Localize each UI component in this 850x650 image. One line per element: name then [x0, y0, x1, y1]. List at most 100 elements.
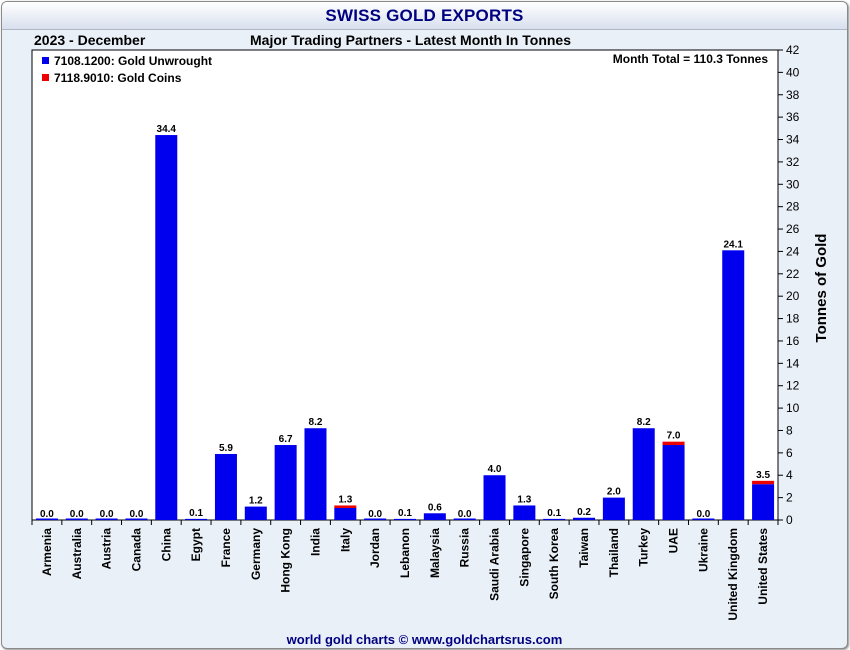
bar-unwrought-canada	[125, 518, 148, 520]
data-label: 0.6	[428, 502, 442, 513]
data-label: 0.0	[40, 509, 54, 520]
month-total-annotation: Month Total = 110.3 Tonnes	[613, 52, 769, 66]
bar-coins-united-states	[752, 480, 775, 485]
x-category-label: Armenia	[40, 528, 54, 576]
y-tick-label: 20	[786, 289, 800, 303]
y-tick-label: 30	[786, 177, 800, 191]
bars-group: 0.0 0.0 0.0 0.0 34.4 0.1 5.9 1.2 6.7 8.2 1.3 0.0 0.1…	[35, 124, 775, 521]
x-category-label: United Kingdom	[726, 528, 740, 621]
x-category-label: UAE	[667, 528, 681, 553]
x-category-label: Turkey	[637, 528, 651, 567]
period-label: 2023 - December	[34, 32, 146, 48]
y-tick-label: 42	[786, 43, 800, 57]
x-category-label: Russia	[458, 528, 472, 568]
x-category-label: United States	[756, 528, 770, 605]
y-tick-label: 8	[786, 423, 793, 437]
bar-unwrought-hong-kong	[274, 445, 297, 520]
y-tick-label: 14	[786, 356, 800, 370]
x-category-label: Canada	[129, 528, 143, 572]
y-tick-label: 28	[786, 200, 800, 214]
bar-unwrought-south-korea	[543, 518, 566, 520]
x-category-label: Ukraine	[696, 528, 710, 572]
data-label: 0.0	[696, 509, 710, 520]
bar-unwrought-united-states	[752, 484, 775, 520]
bar-unwrought-india	[304, 428, 327, 520]
bar-coins-italy	[334, 505, 357, 508]
y-tick-label: 40	[786, 65, 800, 79]
chart-title: SWISS GOLD EXPORTS	[325, 6, 524, 25]
bar-unwrought-china	[155, 135, 178, 521]
data-label: 0.0	[368, 509, 382, 520]
y-tick-label: 2	[786, 491, 793, 505]
data-label: 6.7	[279, 434, 293, 445]
chart-subtitle: Major Trading Partners - Latest Month In…	[250, 32, 571, 48]
x-category-label: South Korea	[547, 528, 561, 600]
y-tick-label: 34	[786, 133, 800, 147]
bar-unwrought-singapore	[513, 505, 536, 520]
data-label: 0.0	[458, 509, 472, 520]
x-category-label: Malaysia	[428, 528, 442, 578]
x-category-label: France	[219, 528, 233, 568]
data-label: 1.2	[249, 496, 263, 507]
y-axis-title: Tonnes of Gold	[813, 234, 830, 343]
y-tick-label: 26	[786, 222, 800, 236]
y-tick-label: 32	[786, 155, 800, 169]
data-label: 4.0	[488, 464, 502, 475]
y-tick-label: 38	[786, 88, 800, 102]
bar-unwrought-italy	[334, 507, 357, 520]
x-category-label: Saudi Arabia	[488, 528, 502, 601]
legend-label-unwrought: 7108.1200: Gold Unwrought	[54, 54, 212, 68]
title-bar: SWISS GOLD EXPORTS	[2, 2, 847, 30]
y-tick-label: 36	[786, 110, 800, 124]
bar-unwrought-ukraine	[692, 518, 715, 520]
data-label: 1.3	[517, 494, 531, 505]
bar-unwrought-austria	[95, 518, 118, 520]
x-category-label: Lebanon	[398, 528, 412, 578]
y-tick-label: 4	[786, 468, 793, 482]
data-label: 5.9	[219, 443, 233, 454]
bar-unwrought-egypt	[185, 518, 208, 520]
x-category-label: Austria	[100, 528, 114, 570]
x-category-label: Australia	[70, 528, 84, 580]
footer-credit: world gold charts © www.goldchartsrus.co…	[286, 632, 563, 647]
bar-coins-uae	[662, 441, 685, 446]
bar-unwrought-russia	[453, 518, 476, 520]
y-tick-label: 10	[786, 401, 800, 415]
y-tick-label: 0	[786, 513, 793, 527]
subtitle-row: 2023 - December Major Trading Partners -…	[2, 31, 847, 51]
y-tick-label: 22	[786, 267, 800, 281]
y-tick-label: 12	[786, 379, 800, 393]
bar-unwrought-united-kingdom	[722, 250, 745, 521]
bar-unwrought-armenia	[35, 518, 58, 520]
legend: 7108.1200: Gold Unwrought 7118.9010: Gol…	[42, 54, 212, 85]
data-label: 0.1	[398, 508, 412, 519]
bar-unwrought-turkey	[632, 428, 655, 520]
legend-swatch-coins	[42, 74, 49, 81]
x-category-label: Jordan	[368, 528, 382, 568]
data-label: 0.0	[129, 509, 143, 520]
data-label: 0.1	[189, 508, 203, 519]
x-category-label: Hong Kong	[279, 528, 293, 593]
y-tick-label: 24	[786, 244, 800, 258]
x-axis: Armenia Australia Austria Canada China Egypt F…	[31, 520, 779, 621]
bar-unwrought-france	[214, 453, 237, 520]
x-category-label: Thailand	[607, 528, 621, 577]
y-tick-label: 18	[786, 312, 800, 326]
data-label: 7.0	[667, 431, 681, 442]
bar-unwrought-australia	[65, 518, 88, 520]
bar-unwrought-taiwan	[573, 517, 596, 520]
data-label: 0.2	[577, 507, 591, 518]
x-category-label: Taiwan	[577, 528, 591, 568]
data-label: 34.4	[157, 124, 177, 135]
data-label: 0.1	[547, 508, 561, 519]
bar-unwrought-germany	[244, 506, 267, 520]
y-tick-label: 6	[786, 446, 793, 460]
bar-unwrought-uae	[662, 445, 685, 520]
bar-unwrought-saudi-arabia	[483, 475, 506, 520]
x-category-label: China	[159, 528, 173, 562]
data-label: 8.2	[637, 417, 651, 428]
legend-swatch-unwrought	[42, 57, 49, 64]
